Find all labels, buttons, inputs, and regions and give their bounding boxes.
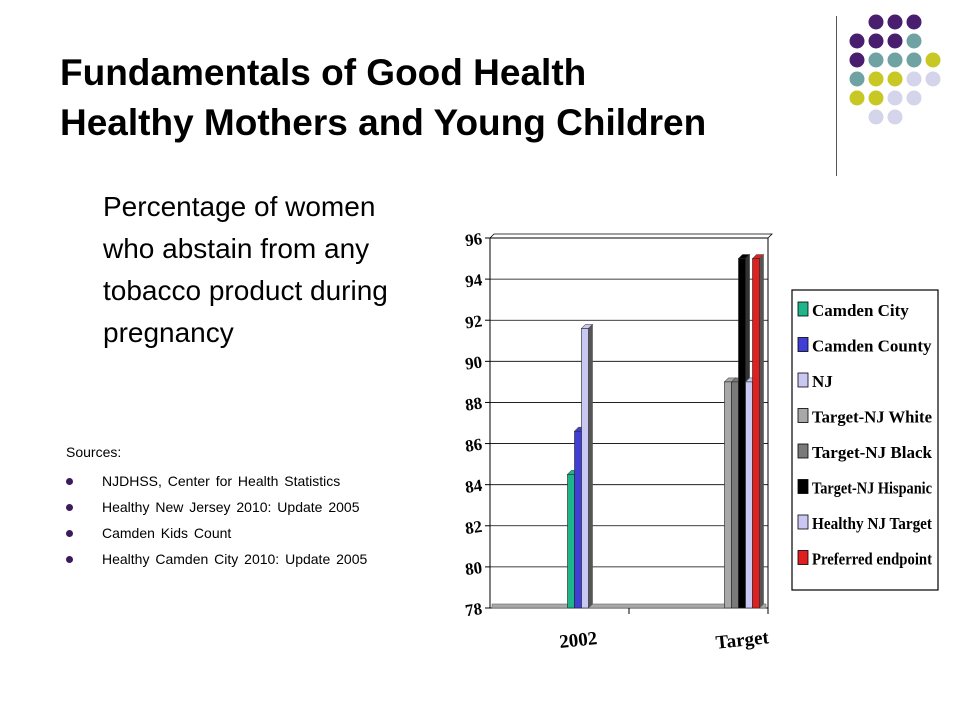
title-divider <box>836 16 837 176</box>
source-text: NJDHSS, Center for Health Statistics <box>102 473 341 489</box>
legend-label: Target-NJ Black <box>812 443 933 462</box>
sources-heading: Sources: <box>66 444 122 460</box>
source-text: Camden Kids Count <box>102 525 232 541</box>
y-tick-label: 92 <box>464 311 483 332</box>
chart-description: Percentage of women who abstain from any… <box>103 191 388 348</box>
bullet-icon <box>66 556 73 563</box>
y-tick-label: 78 <box>464 599 483 620</box>
y-tick-label: 94 <box>464 270 484 291</box>
source-text: Healthy New Jersey 2010: Update 2005 <box>102 499 360 515</box>
legend-label: Target-NJ Hispanic <box>812 479 932 498</box>
title-line-1: Fundamentals of Good Health <box>60 52 587 93</box>
x-axis: 2002 Target <box>558 608 770 654</box>
legend-label: Camden County <box>812 337 932 356</box>
bars <box>566 253 765 609</box>
source-item: Healthy New Jersey 2010: Update 2005 <box>66 494 446 520</box>
y-tick-label: 80 <box>464 558 483 579</box>
bar-preferred-endpoint <box>752 258 760 609</box>
plot-frame <box>489 237 769 609</box>
source-text: Healthy Camden City 2010: Update 2005 <box>102 551 368 567</box>
legend-swatch <box>797 337 809 352</box>
y-tick-label: 82 <box>464 517 483 538</box>
y-tick-label: 90 <box>464 352 483 373</box>
bullet-icon <box>66 504 73 511</box>
y-tick-label: 96 <box>464 229 483 250</box>
bar-camden-city <box>567 474 575 609</box>
legend-swatch <box>797 408 809 423</box>
legend-label: Preferred endpoint <box>812 550 932 569</box>
source-item: Healthy Camden City 2010: Update 2005 <box>66 546 446 572</box>
y-axis: 78 80 82 84 86 88 90 92 94 96 <box>464 229 490 620</box>
legend-label: NJ <box>812 372 833 391</box>
bar-camden-county <box>574 430 582 609</box>
legend-swatch <box>797 514 809 530</box>
source-item: Camden Kids Count <box>66 520 446 546</box>
legend: Camden City Camden County NJ Target-NJ Whit… <box>791 289 939 591</box>
bullet-icon <box>66 478 73 485</box>
sources-block: Sources: NJDHSS, Center for Health Stati… <box>66 444 446 572</box>
x-tick-label: 2002 <box>558 628 598 653</box>
legend-label: Camden City <box>812 301 909 320</box>
bullet-icon <box>66 530 73 537</box>
x-tick-label: Target <box>715 627 771 654</box>
legend-swatch <box>797 372 809 388</box>
plot-top-edge <box>489 233 773 239</box>
bar-target-nj-hispanic <box>738 258 746 609</box>
bar-healthy-nj-target <box>745 381 753 609</box>
bar-target-nj-black <box>731 381 739 609</box>
legend-swatch <box>797 443 809 459</box>
legend-label: Target-NJ White <box>812 408 932 427</box>
sources-list: NJDHSS, Center for Health Statistics Hea… <box>66 468 446 572</box>
bar-nj <box>581 328 589 609</box>
legend-label: Healthy NJ Target <box>812 514 932 533</box>
source-item: NJDHSS, Center for Health Statistics <box>66 468 446 494</box>
title-line-2: Healthy Mothers and Young Children <box>60 102 707 143</box>
y-tick-label: 84 <box>464 476 484 497</box>
y-tick-label: 86 <box>464 435 483 456</box>
legend-swatch <box>797 301 809 317</box>
y-tick-label: 88 <box>464 394 483 415</box>
plot-area <box>489 233 773 609</box>
bar-side <box>588 323 593 609</box>
bar-target-nj-white <box>724 381 732 609</box>
slide-title: Fundamentals of Good Health Healthy Moth… <box>60 48 830 148</box>
legend-swatch <box>797 479 809 494</box>
bar-side <box>759 253 764 609</box>
legend-box <box>791 289 939 591</box>
legend-swatch <box>797 550 809 565</box>
